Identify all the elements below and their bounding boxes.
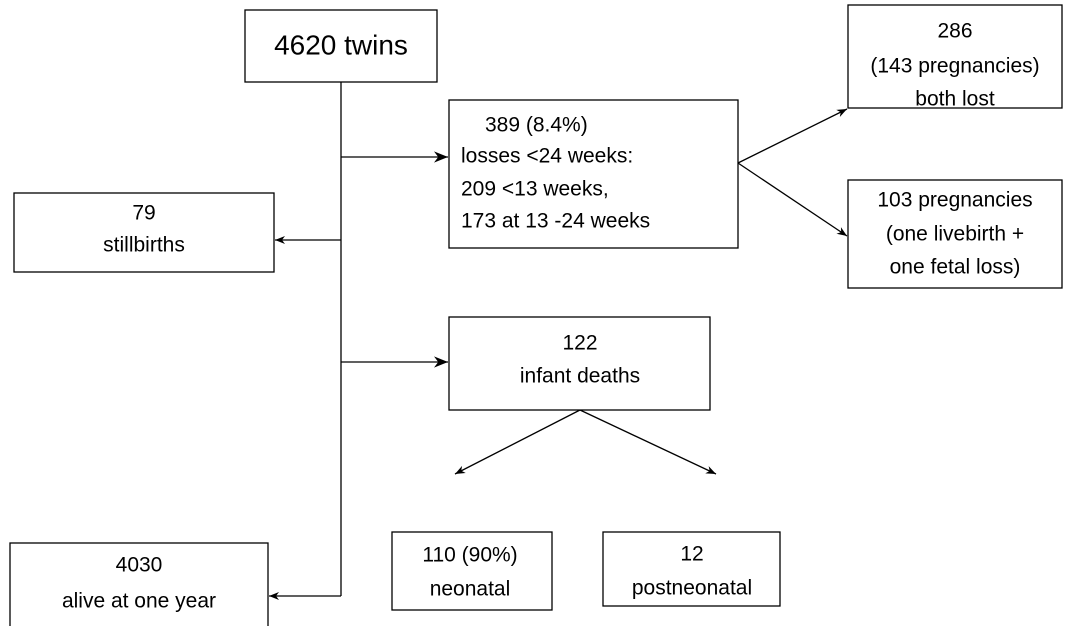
node-label: infant deaths: [520, 365, 640, 388]
node-box: [244, 9, 438, 83]
node-label: stillbirths: [103, 234, 185, 257]
node-label: 110 (90%): [422, 544, 517, 567]
node-label: both lost: [915, 88, 995, 111]
arrow: [737, 162, 848, 237]
node-label: 103 pregnancies: [877, 189, 1032, 212]
arrow: [454, 409, 581, 475]
node-box: [448, 316, 711, 411]
node-box: [391, 531, 553, 611]
node-label: 209 <13 weeks,: [461, 178, 609, 201]
node-label: alive at one year: [62, 590, 216, 613]
node-label: (143 pregnancies): [870, 55, 1039, 78]
arrow: [737, 108, 848, 164]
arrow: [579, 409, 717, 475]
node-label: 286: [937, 20, 972, 43]
node-box: [448, 99, 739, 249]
node-label: 12: [680, 543, 703, 566]
node-box: [847, 4, 1063, 109]
node-label: 79: [132, 202, 155, 225]
node-label: 4620 twins: [274, 29, 408, 60]
node-box: [602, 531, 781, 607]
node-label: neonatal: [430, 578, 511, 601]
node-box: [9, 542, 269, 626]
node-label: 173 at 13 -24 weeks: [461, 210, 650, 233]
node-label: 122: [562, 332, 597, 355]
node-box: [13, 192, 275, 273]
node-label: postneonatal: [632, 577, 752, 600]
connectors: [269, 82, 848, 600]
node-label: (one livebirth +: [886, 223, 1024, 246]
node-label: one fetal loss): [890, 256, 1021, 279]
node-label: 4030: [116, 554, 163, 577]
node-box: [847, 179, 1063, 289]
node-label: 389 (8.4%): [485, 114, 588, 137]
node-label: losses <24 weeks:: [461, 145, 633, 168]
